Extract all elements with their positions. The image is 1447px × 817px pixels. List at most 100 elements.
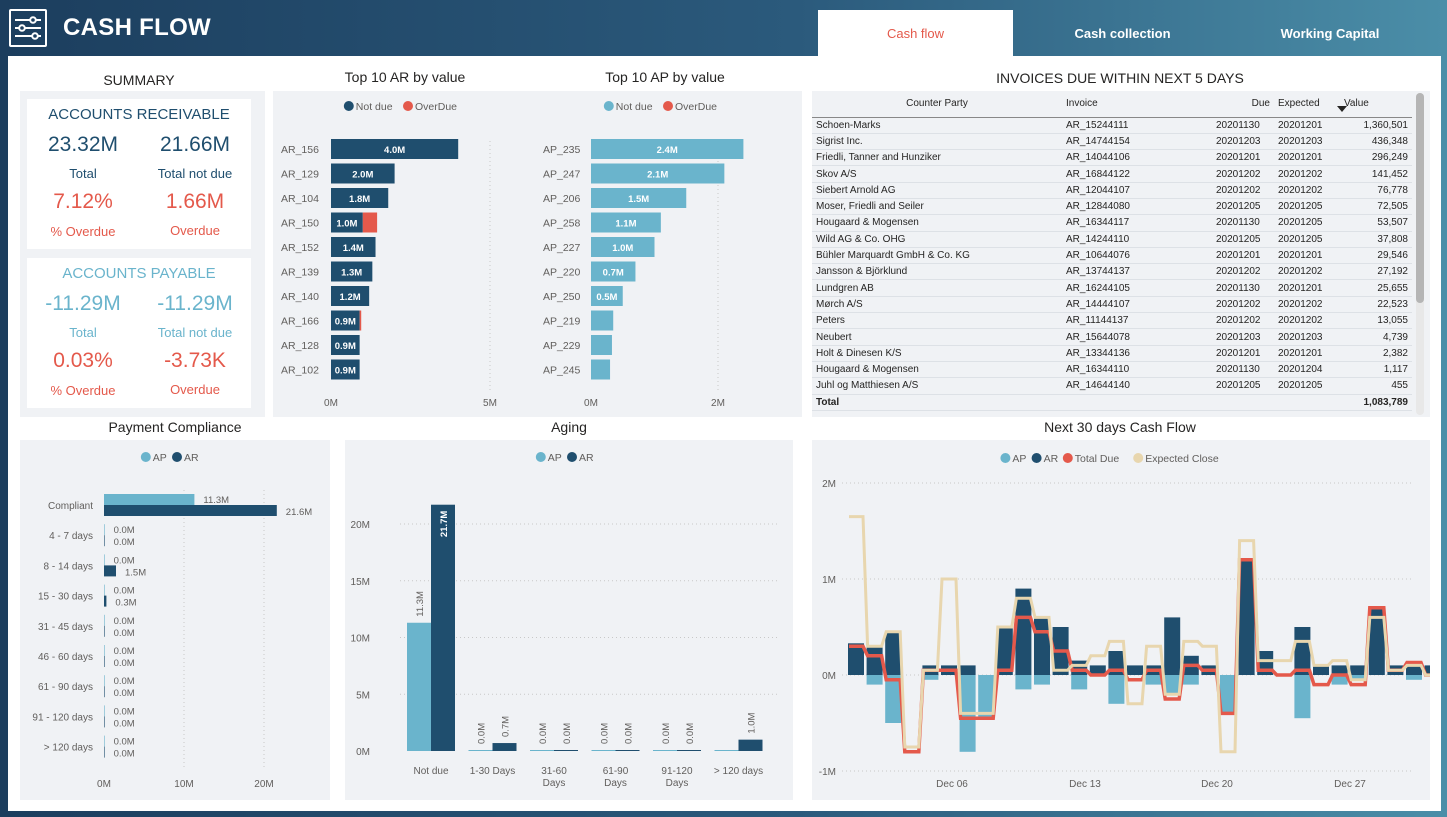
cell-invoice: AR_14444107 <box>1062 296 1212 314</box>
cell-expected: 20201205 <box>1274 231 1340 248</box>
aging-bar-ar <box>738 739 763 751</box>
tab-working-capital[interactable]: Working Capital <box>1280 25 1380 41</box>
ar-bar-not-due <box>331 310 360 331</box>
payable-heading: ACCOUNTS PAYABLE <box>62 265 216 282</box>
menu-icon[interactable] <box>9 9 47 47</box>
col-due[interactable]: Due <box>1212 91 1274 118</box>
cell-invoice: AR_15244111 <box>1062 117 1212 134</box>
payable-total-value: -11.29M <box>45 292 121 315</box>
ap-bar <box>591 310 614 331</box>
cell-expected: 20201202 <box>1274 263 1340 281</box>
legend-label: AP <box>1012 453 1026 465</box>
cell-invoice: AR_12844080 <box>1062 198 1212 216</box>
compliance-label-ap: 11.3M <box>203 495 229 506</box>
cashflow-bar-ar <box>1089 665 1106 675</box>
cell-value: 25,655 <box>1340 279 1412 297</box>
aging-category-label: Not due <box>413 766 448 777</box>
invoice-row[interactable]: Hougaard & Mogensen AR_16344110 20201130 20… <box>812 361 1412 379</box>
invoice-row[interactable]: Jansson & Björklund AR_13744137 20201202 20… <box>812 263 1412 281</box>
cashflow-line-total-due <box>849 558 1430 754</box>
payable-not-due-value: -11.29M <box>157 292 233 315</box>
aging-category-label: 31-60 Days <box>541 766 567 789</box>
ap-bar <box>591 286 623 306</box>
ap-category-label: AP_220 <box>543 267 581 279</box>
cell-due: 20201201 <box>1212 345 1274 362</box>
legend-marker <box>603 101 614 111</box>
invoice-row[interactable]: Schoen-Marks AR_15244111 20201130 20201201 1… <box>812 117 1412 134</box>
scrollbar-thumb[interactable] <box>1416 93 1424 303</box>
invoice-row[interactable]: Wild AG & Co. OHG AR_14244110 20201205 2020… <box>812 231 1412 248</box>
invoice-row[interactable]: Lundgren AB AR_16244105 20201130 20201201 25… <box>812 279 1412 297</box>
payable-pct-overdue-value: 0.03% <box>53 349 113 372</box>
cell-invoice: AR_16244105 <box>1062 279 1212 297</box>
cashflow-bar-ap <box>1350 675 1367 680</box>
compliance-bar-ap <box>104 735 105 747</box>
ar-bar-label: 2.0M <box>352 170 373 181</box>
cashflow-y-tick: 2M <box>822 479 836 490</box>
col-expected[interactable]: Expected <box>1274 91 1340 118</box>
cell-value: 2,382 <box>1340 345 1412 362</box>
invoice-row[interactable]: Moser, Friedli and Seiler AR_12844080 2020… <box>812 198 1412 216</box>
cell-expected: 20201202 <box>1274 182 1340 199</box>
aging-bar-ar <box>677 750 701 751</box>
col-invoice[interactable]: Invoice <box>1062 91 1212 118</box>
scrollbar-track[interactable] <box>1416 93 1424 415</box>
aging-bar-ap <box>714 750 739 751</box>
summary-title: SUMMARY <box>103 72 175 88</box>
cell-counter-party: Hougaard & Mogensen <box>812 214 1062 232</box>
legend-label: Not due <box>616 101 653 113</box>
compliance-category-label: 61 - 90 days <box>38 682 93 693</box>
payable-total-label: Total <box>69 325 97 340</box>
ar-category-label: AR_128 <box>281 340 319 352</box>
legend-label: Expected Close <box>1145 453 1219 465</box>
cell-expected: 20201205 <box>1274 214 1340 232</box>
cell-value: 1,117 <box>1340 361 1412 379</box>
invoice-row[interactable]: Skov A/S AR_16844122 20201202 20201202 141,4… <box>812 165 1412 183</box>
legend-marker <box>1031 453 1042 463</box>
ap-bar-label: 0.5M <box>596 292 617 303</box>
cell-value: 72,505 <box>1340 198 1412 216</box>
tab-cash-flow[interactable]: Cash flow <box>818 10 1013 56</box>
invoice-row[interactable]: Neubert AR_15644078 20201203 20201203 4,739 <box>812 328 1412 346</box>
invoice-row[interactable]: Bühler Marquardt GmbH & Co. KG AR_1064407… <box>812 247 1412 265</box>
legend-label: AR <box>184 452 199 464</box>
cashflow-bar-ar <box>1015 588 1032 675</box>
ap-bar <box>591 188 687 208</box>
ar-bar-label: 1.8M <box>349 194 370 205</box>
invoice-row[interactable]: Mørch A/S AR_14444107 20201202 20201202 22,5… <box>812 296 1412 314</box>
aging-bar-ap <box>530 750 554 751</box>
ar-category-label: AR_129 <box>281 169 319 181</box>
invoice-row[interactable]: Juhl og Matthiesen A/S AR_14644140 2020120… <box>812 377 1412 395</box>
cashflow-bar-ar <box>1368 607 1385 675</box>
cell-due: 20201202 <box>1212 165 1274 183</box>
tab-cash-collection[interactable]: Cash collection <box>1074 25 1171 41</box>
invoice-row[interactable]: Holt & Dinesen K/S AR_13344136 20201201 202… <box>812 345 1412 362</box>
receivable-not-due-label: Total not due <box>157 166 233 181</box>
cell-counter-party: Siebert Arnold AG <box>812 182 1062 199</box>
cell-value: 141,452 <box>1340 165 1412 183</box>
receivable-card: ACCOUNTS RECEIVABLE 23.32M 21.66M Total … <box>27 99 251 249</box>
col-counter-party[interactable]: Counter Party <box>812 91 1062 118</box>
invoice-row[interactable]: Peters AR_11144137 20201202 20201202 13,055 <box>812 312 1412 330</box>
invoice-row[interactable]: Friedli, Tanner and Hunziker AR_14044106 2… <box>812 149 1412 167</box>
ar-bar-not-due <box>331 335 360 355</box>
cell-expected: 20201201 <box>1274 279 1340 297</box>
cell-due: 20201130 <box>1212 117 1274 134</box>
cashflow-bar-ar <box>848 643 864 675</box>
cell-counter-party: Neubert <box>812 328 1062 346</box>
legend-label: AR <box>1044 453 1059 465</box>
cell-due: 20201201 <box>1212 247 1274 265</box>
invoice-row[interactable]: Siebert Arnold AG AR_12044107 20201202 2020… <box>812 182 1412 199</box>
payable-card: ACCOUNTS PAYABLE -11.29M -11.29M Total T… <box>27 258 251 408</box>
invoice-row[interactable]: Hougaard & Mogensen AR_16344117 20201130 20… <box>812 214 1412 232</box>
aging-label-ar: 21.7M <box>439 511 450 537</box>
compliance-label-ar: 1.5M <box>125 567 146 578</box>
aging-y-tick: 0M <box>356 747 370 758</box>
invoice-row[interactable]: Sigrist Inc. AR_14744154 20201203 20201203 4… <box>812 133 1412 151</box>
compliance-category-label: 46 - 60 days <box>38 652 93 663</box>
cell-expected: 20201201 <box>1274 247 1340 265</box>
col-value[interactable]: Value <box>1340 91 1412 118</box>
ar-bar-label: 0.9M <box>335 366 356 377</box>
sort-desc-icon[interactable] <box>1337 106 1347 112</box>
cell-invoice: AR_14644140 <box>1062 377 1212 395</box>
